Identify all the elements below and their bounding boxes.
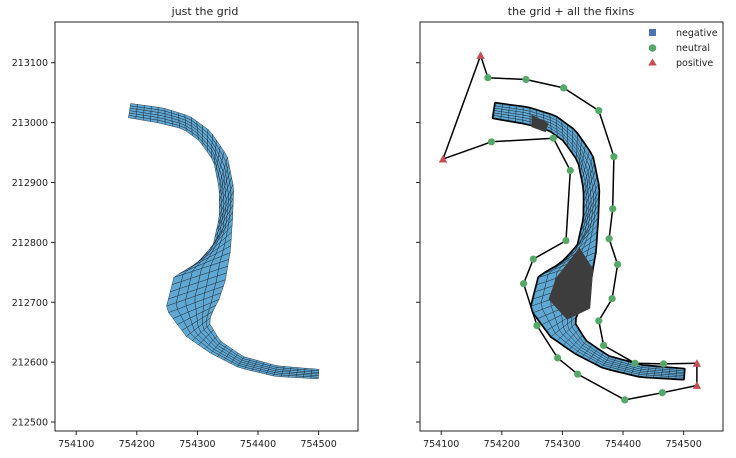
grid-cell bbox=[660, 375, 669, 379]
x-tick-label: 754400 bbox=[605, 439, 641, 450]
tick-layer: 754100 754200 754300 754400 754500 bbox=[416, 62, 702, 450]
point-positive bbox=[438, 154, 448, 163]
island bbox=[531, 114, 549, 133]
x-tick-label: 754200 bbox=[119, 439, 155, 450]
legend-entry-negative: negative bbox=[649, 28, 718, 39]
panel-title: just the grid bbox=[171, 5, 239, 18]
legend-marker-neutral bbox=[648, 44, 657, 52]
legend-entry-positive: positive bbox=[648, 58, 713, 69]
point-neutral bbox=[658, 389, 667, 397]
grid-cell bbox=[280, 374, 290, 378]
point-neutral bbox=[520, 280, 528, 288]
grid-cell bbox=[653, 375, 662, 378]
grid-cell bbox=[645, 374, 655, 378]
x-tick-label: 754500 bbox=[665, 439, 701, 450]
model-grid bbox=[128, 103, 320, 380]
point-neutral bbox=[533, 322, 541, 330]
island bbox=[548, 247, 594, 320]
point-neutral bbox=[614, 260, 622, 269]
legend-label: neutral bbox=[676, 43, 710, 54]
point-neutral bbox=[660, 360, 668, 368]
y-tick-label: 213000 bbox=[12, 118, 48, 129]
point-neutral bbox=[549, 134, 557, 142]
point-neutral bbox=[608, 295, 616, 303]
grid-cell bbox=[303, 376, 312, 379]
point-neutral bbox=[554, 354, 562, 362]
point-neutral bbox=[529, 255, 537, 263]
grid-cell bbox=[668, 376, 677, 379]
point-positive bbox=[692, 381, 702, 389]
x-tick-label: 754500 bbox=[300, 439, 336, 450]
islands-layer bbox=[531, 114, 594, 320]
model-grid bbox=[493, 103, 685, 380]
legend-entry-neutral: neutral bbox=[648, 43, 710, 54]
point-positive bbox=[692, 359, 702, 367]
legend-label: negative bbox=[676, 28, 718, 39]
x-tick-label: 754300 bbox=[544, 439, 580, 450]
panel-title: the grid + all the fixins bbox=[508, 5, 635, 18]
point-neutral bbox=[487, 138, 496, 146]
legend: negative neutral positive bbox=[648, 28, 718, 69]
point-neutral bbox=[522, 75, 530, 84]
tick-layer: 754100 754200 754300 754400 754500 212500 2126… bbox=[12, 58, 337, 450]
point-neutral bbox=[595, 107, 603, 115]
point-neutral bbox=[566, 166, 574, 175]
point-neutral bbox=[574, 370, 582, 378]
panel-just-the-grid: just the grid 754100 754200 754300 754400 75… bbox=[12, 5, 359, 450]
point-neutral bbox=[605, 235, 613, 243]
x-tick-label: 754100 bbox=[58, 439, 94, 450]
point-neutral bbox=[610, 153, 618, 161]
y-tick-label: 212800 bbox=[12, 238, 48, 249]
y-tick-label: 212900 bbox=[12, 178, 48, 189]
point-neutral bbox=[562, 237, 570, 245]
y-tick-label: 212600 bbox=[12, 358, 48, 369]
legend-label: positive bbox=[676, 58, 713, 69]
point-neutral bbox=[600, 341, 608, 349]
axes-frame bbox=[54, 21, 359, 432]
x-tick-label: 754300 bbox=[179, 439, 215, 450]
point-neutral bbox=[595, 317, 603, 325]
legend-marker-negative bbox=[649, 29, 656, 36]
point-neutral bbox=[609, 205, 617, 213]
boundary-line bbox=[442, 55, 482, 160]
legend-marker-positive bbox=[648, 58, 657, 66]
point-neutral bbox=[631, 359, 639, 367]
y-tick-label: 213100 bbox=[12, 58, 48, 69]
panel-grid-with-fixins: the grid + all the fixins 754100 754200 75… bbox=[416, 5, 724, 450]
grid-cell bbox=[273, 374, 282, 378]
point-positive bbox=[476, 51, 485, 59]
grid-cell bbox=[295, 375, 304, 379]
x-tick-label: 754200 bbox=[484, 439, 520, 450]
axes-frame bbox=[419, 21, 724, 432]
grid-cell bbox=[288, 375, 297, 378]
point-neutral bbox=[560, 84, 568, 92]
point-neutral bbox=[621, 396, 629, 404]
x-tick-label: 754100 bbox=[423, 439, 459, 450]
x-tick-label: 754400 bbox=[240, 439, 276, 450]
grid-cell bbox=[675, 376, 684, 380]
point-neutral bbox=[484, 74, 492, 82]
y-tick-label: 212500 bbox=[12, 418, 48, 429]
grid-cell bbox=[310, 376, 319, 380]
y-tick-label: 212700 bbox=[12, 298, 48, 309]
points-layer bbox=[438, 51, 702, 404]
